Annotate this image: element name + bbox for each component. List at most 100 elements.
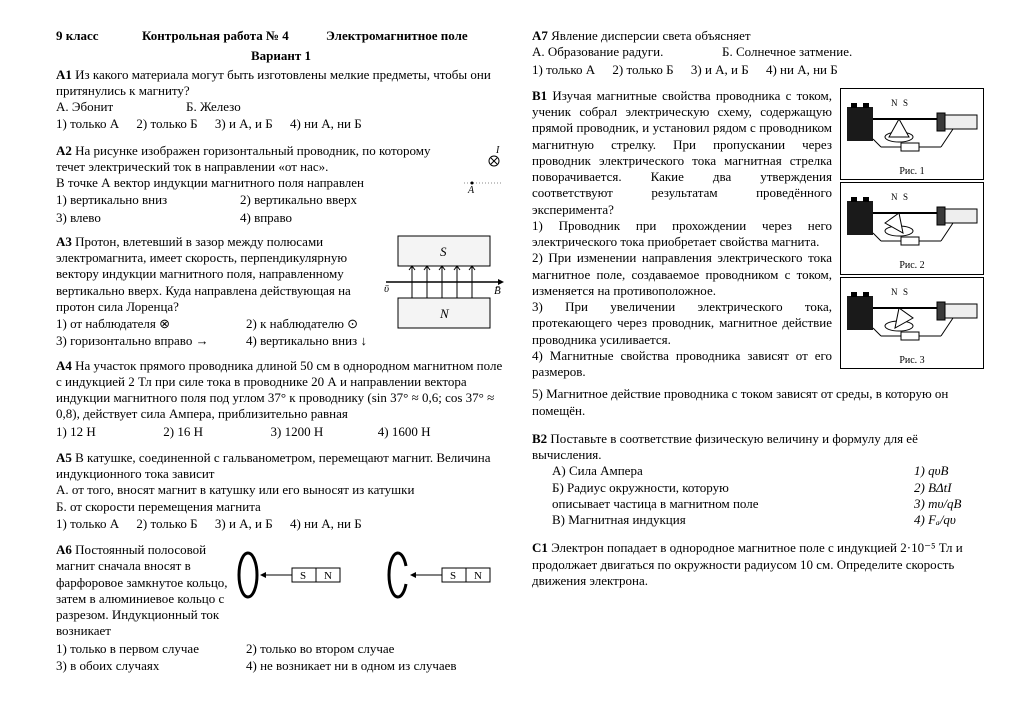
a6-o3: 3) в обоих случаях bbox=[56, 658, 232, 674]
svg-text:S: S bbox=[450, 570, 456, 582]
b2-ra: А) Сила Ампера bbox=[532, 463, 914, 479]
a5-opt-a: А. от того, вносят магнит в катушку или … bbox=[56, 482, 506, 498]
b2-rb: Б) Радиус окружности, которую bbox=[532, 480, 914, 496]
b1-p4: 4) Магнитные свойства проводника зависят… bbox=[532, 348, 832, 381]
a2-figure: I A bbox=[460, 143, 506, 195]
a4-o2: 2) 16 Н bbox=[163, 424, 253, 440]
svg-text:N: N bbox=[891, 98, 898, 108]
b2-f2: 2) BΔtI bbox=[914, 480, 984, 496]
a4-o3: 3) 1200 Н bbox=[271, 424, 361, 440]
left-column: 9 класс Контрольная работа № 4 Электрома… bbox=[56, 28, 506, 705]
question-a1: А1 Из какого материала могут быть изгото… bbox=[56, 67, 506, 133]
b1-cap1: Рис. 1 bbox=[841, 165, 983, 180]
b1-p2: 2) При изменении направления электрическ… bbox=[532, 250, 832, 299]
a2-label: А2 bbox=[56, 143, 72, 158]
c1-label: С1 bbox=[532, 540, 548, 555]
b1-fig1: NS Рис. 1 bbox=[840, 88, 984, 181]
svg-text:S: S bbox=[903, 192, 908, 202]
right-column: А7 Явление дисперсии света объясняет А. … bbox=[532, 28, 984, 705]
b2-text: Поставьте в соответствие физическую вели… bbox=[532, 431, 918, 462]
a1-o4: 4) ни А, ни Б bbox=[290, 116, 362, 131]
svg-text:A: A bbox=[467, 185, 475, 195]
a4-o4: 4) 1600 Н bbox=[378, 424, 431, 439]
b1-text: Изучая магнитные свойства проводника с т… bbox=[532, 88, 832, 217]
question-b2: В2 Поставьте в соответствие физическую в… bbox=[532, 431, 984, 529]
a3-o1: 1) от наблюдателя ⊗ bbox=[56, 316, 232, 332]
b1-figures: NS Рис. 1 NS bbox=[840, 88, 984, 381]
a2-o1: 1) вертикально вниз bbox=[56, 192, 226, 208]
a4-o1: 1) 12 Н bbox=[56, 424, 146, 440]
svg-text:S: S bbox=[903, 98, 908, 108]
a7-o3: 3) и А, и Б bbox=[691, 62, 749, 77]
a1-opt-b: Б. Железо bbox=[186, 99, 241, 115]
b1-p1: 1) Проводник при прохождении через него … bbox=[532, 218, 832, 251]
a4-text: На участок прямого проводника длиной 50 … bbox=[56, 358, 502, 422]
b1-fig2: NS Рис. 2 bbox=[840, 182, 984, 275]
b2-f3: 3) mυ/qB bbox=[914, 496, 984, 512]
a7-text: Явление дисперсии света объясняет bbox=[551, 28, 750, 43]
b2-label: В2 bbox=[532, 431, 547, 446]
a4-label: А4 bbox=[56, 358, 72, 373]
a7-label: А7 bbox=[532, 28, 548, 43]
svg-text:S: S bbox=[440, 244, 447, 259]
a5-o4: 4) ни А, ни Б bbox=[290, 516, 362, 531]
a1-o3: 3) и А, и Б bbox=[215, 116, 273, 131]
b1-p3: 3) При увеличении электрического тока, п… bbox=[532, 299, 832, 348]
test-title: Контрольная работа № 4 bbox=[142, 28, 326, 44]
question-a2: I A А2 На рисунке изображен горизонтальн… bbox=[56, 143, 506, 226]
b1-p5: 5) Магнитное действие проводника с током… bbox=[532, 386, 984, 419]
a2-o3: 3) влево bbox=[56, 210, 226, 226]
question-c1: С1 Электрон попадает в однородное магнит… bbox=[532, 540, 984, 589]
question-b1: В1 Изучая магнитные свойства проводника … bbox=[532, 88, 984, 381]
question-a6: А6 Постоянный полосовой магнит сначала в… bbox=[56, 542, 506, 674]
a2-text: На рисунке изображен горизонтальный пров… bbox=[56, 143, 430, 174]
svg-text:ῡ: ῡ bbox=[384, 283, 389, 295]
a5-o2: 2) только Б bbox=[136, 516, 197, 531]
a6-label: А6 bbox=[56, 542, 72, 557]
a2-o4: 4) вправо bbox=[240, 210, 292, 226]
header-row: 9 класс Контрольная работа № 4 Электрома… bbox=[56, 28, 506, 44]
a1-label: А1 bbox=[56, 67, 72, 82]
a7-o1: 1) только А bbox=[532, 62, 595, 77]
a3-o3: 3) горизонтально вправо → bbox=[56, 333, 232, 349]
b2-f4: 4) Fₐ/qυ bbox=[914, 512, 984, 528]
a3-text: Протон, влетевший в зазор между полюсами… bbox=[56, 234, 351, 314]
svg-text:N: N bbox=[474, 570, 482, 582]
a6-o1: 1) только в первом случае bbox=[56, 641, 232, 657]
a5-o3: 3) и А, и Б bbox=[215, 516, 273, 531]
a6-o2: 2) только во втором случае bbox=[246, 641, 394, 657]
b1-cap3: Рис. 3 bbox=[841, 354, 983, 369]
subject: Электромагнитное поле bbox=[326, 28, 468, 44]
a7-o4: 4) ни А, ни Б bbox=[766, 62, 838, 77]
a1-o1: 1) только А bbox=[56, 116, 119, 131]
a7-opt-b: Б. Солнечное затмение. bbox=[722, 44, 852, 60]
svg-text:B̄: B̄ bbox=[494, 285, 501, 297]
b2-f1: 1) qυB bbox=[914, 463, 984, 479]
a1-o2: 2) только Б bbox=[136, 116, 197, 131]
a6-o4: 4) не возникает ни в одном из случаев bbox=[246, 658, 457, 674]
a1-text: Из какого материала могут быть изготовле… bbox=[56, 67, 491, 98]
a7-opt-a: А. Образование радуги. bbox=[532, 44, 722, 60]
a7-o2: 2) только Б bbox=[612, 62, 673, 77]
b1-label: В1 bbox=[532, 88, 547, 103]
svg-text:S: S bbox=[300, 570, 306, 582]
svg-text:N: N bbox=[324, 570, 332, 582]
a6-text: Постоянный полосовой магнит сначала внос… bbox=[56, 542, 228, 638]
a1-opt-a: А. Эбонит bbox=[56, 99, 186, 115]
svg-text:S: S bbox=[903, 287, 908, 297]
a2-text2: В точке А вектор индукции магнитного пол… bbox=[56, 175, 506, 191]
question-a5: А5 В катушке, соединенной с гальванометр… bbox=[56, 450, 506, 532]
b2-rc: В) Магнитная индукция bbox=[532, 512, 914, 528]
a3-figure: S N ῡ B̄ bbox=[382, 234, 506, 330]
a5-text: В катушке, соединенной с гальванометром,… bbox=[56, 450, 490, 481]
question-a7: А7 Явление дисперсии света объясняет А. … bbox=[532, 28, 984, 78]
a5-opt-b: Б. от скорости перемещения магнита bbox=[56, 499, 506, 515]
svg-text:N: N bbox=[891, 287, 898, 297]
c1-text: Электрон попадает в однородное магнитное… bbox=[532, 540, 963, 588]
question-a3: S N ῡ B̄ А3 Протон, влетевший в зазор ме… bbox=[56, 234, 506, 350]
grade: 9 класс bbox=[56, 28, 142, 44]
b1-cap2: Рис. 2 bbox=[841, 259, 983, 274]
a3-o4: 4) вертикально вниз ↓ bbox=[246, 333, 367, 349]
a2-o2: 2) вертикально вверх bbox=[240, 192, 357, 208]
svg-text:N: N bbox=[439, 306, 450, 321]
